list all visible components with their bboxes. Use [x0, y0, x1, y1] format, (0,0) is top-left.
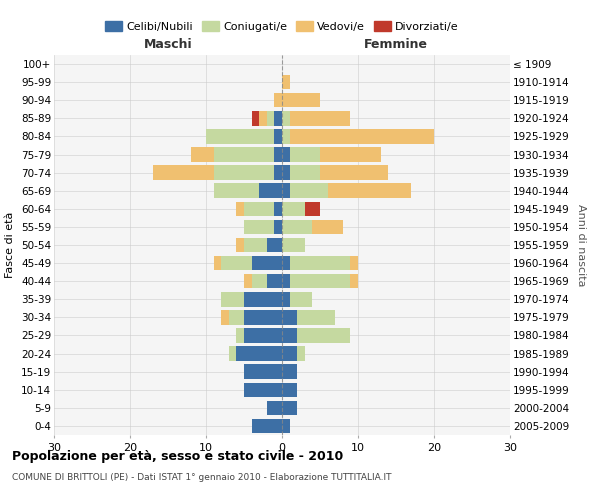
Bar [244, 202, 274, 216]
Bar [350, 256, 358, 270]
Y-axis label: Fasce di età: Fasce di età [5, 212, 16, 278]
Bar [221, 310, 229, 324]
Bar [229, 346, 236, 361]
Bar [251, 256, 282, 270]
Y-axis label: Anni di nascita: Anni di nascita [576, 204, 586, 286]
Bar [244, 364, 282, 379]
Bar [282, 256, 290, 270]
Bar [274, 202, 282, 216]
Bar [244, 382, 282, 397]
Bar [313, 220, 343, 234]
Bar [251, 274, 267, 288]
Bar [282, 148, 290, 162]
Bar [251, 111, 259, 126]
Bar [274, 111, 282, 126]
Bar [297, 346, 305, 361]
Bar [282, 93, 320, 108]
Bar [259, 184, 282, 198]
Bar [290, 129, 434, 144]
Bar [221, 256, 251, 270]
Bar [282, 202, 305, 216]
Bar [290, 148, 320, 162]
Bar [244, 310, 282, 324]
Bar [282, 129, 290, 144]
Bar [267, 238, 282, 252]
Bar [214, 148, 274, 162]
Bar [244, 220, 274, 234]
Bar [290, 166, 320, 180]
Text: Popolazione per età, sesso e stato civile - 2010: Popolazione per età, sesso e stato civil… [12, 450, 343, 463]
Bar [274, 166, 282, 180]
Bar [282, 418, 290, 433]
Bar [236, 346, 282, 361]
Bar [191, 148, 214, 162]
Bar [274, 129, 282, 144]
Bar [274, 148, 282, 162]
Bar [290, 256, 350, 270]
Bar [290, 292, 313, 306]
Text: COMUNE DI BRITTOLI (PE) - Dati ISTAT 1° gennaio 2010 - Elaborazione TUTTITALIA.I: COMUNE DI BRITTOLI (PE) - Dati ISTAT 1° … [12, 472, 392, 482]
Bar [290, 111, 350, 126]
Bar [297, 328, 350, 342]
Bar [244, 328, 282, 342]
Bar [214, 256, 221, 270]
Bar [282, 346, 297, 361]
Bar [229, 310, 244, 324]
Bar [282, 166, 290, 180]
Bar [282, 310, 297, 324]
Bar [290, 274, 350, 288]
Bar [282, 274, 290, 288]
Bar [267, 111, 274, 126]
Bar [214, 184, 259, 198]
Bar [267, 274, 282, 288]
Bar [282, 328, 297, 342]
Bar [328, 184, 411, 198]
Bar [282, 364, 297, 379]
Bar [274, 93, 282, 108]
Bar [320, 166, 388, 180]
Bar [153, 166, 214, 180]
Bar [221, 292, 244, 306]
Bar [282, 184, 290, 198]
Bar [320, 148, 381, 162]
Bar [236, 238, 244, 252]
Bar [297, 310, 335, 324]
Bar [244, 292, 282, 306]
Bar [206, 129, 274, 144]
Bar [244, 238, 267, 252]
Bar [244, 274, 251, 288]
Bar [282, 220, 313, 234]
Bar [305, 202, 320, 216]
Bar [282, 382, 297, 397]
Bar [214, 166, 274, 180]
Bar [274, 220, 282, 234]
Bar [236, 202, 244, 216]
Bar [236, 328, 244, 342]
Bar [290, 184, 328, 198]
Bar [282, 75, 290, 90]
Bar [267, 400, 282, 415]
Bar [282, 400, 297, 415]
Text: Femmine: Femmine [364, 38, 428, 52]
Bar [282, 292, 290, 306]
Text: Maschi: Maschi [143, 38, 193, 52]
Bar [251, 418, 282, 433]
Legend: Celibi/Nubili, Coniugati/e, Vedovi/e, Divorziati/e: Celibi/Nubili, Coniugati/e, Vedovi/e, Di… [101, 17, 463, 36]
Bar [282, 111, 290, 126]
Bar [282, 238, 305, 252]
Bar [350, 274, 358, 288]
Bar [259, 111, 267, 126]
